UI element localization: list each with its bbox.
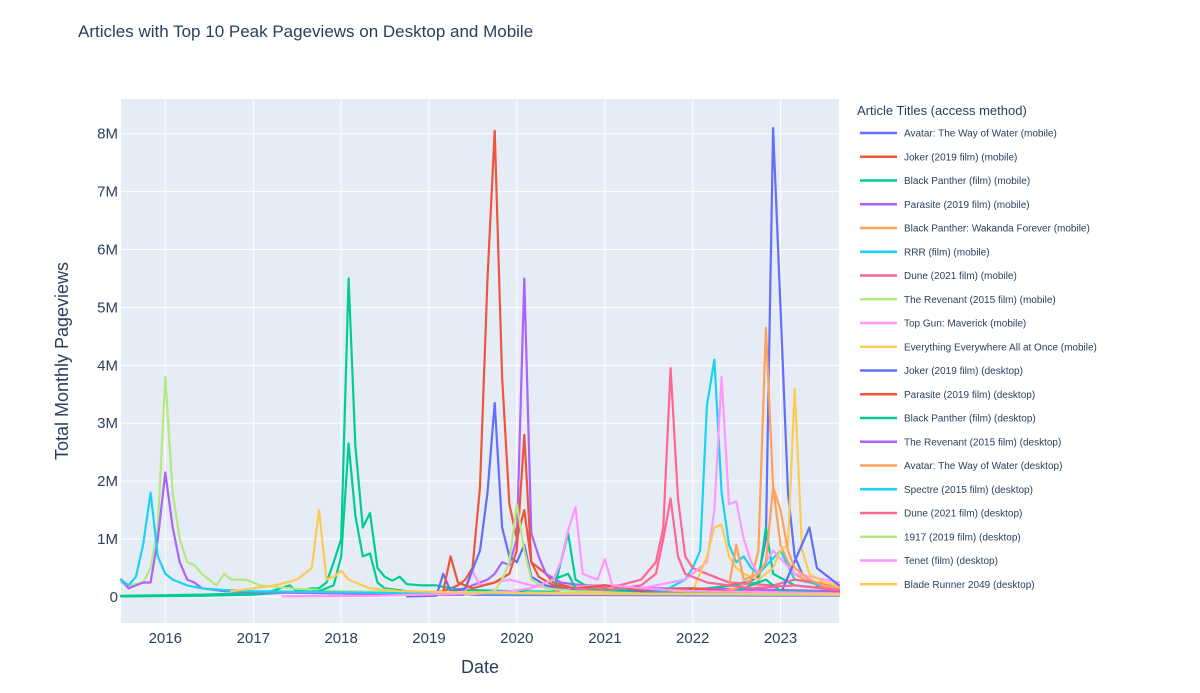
series-lines [119, 126, 841, 598]
x-tick-label: 2016 [149, 630, 182, 647]
series-line-8 [464, 375, 841, 593]
y-tick-label: 2M [97, 473, 118, 490]
series-line-19 [230, 509, 841, 596]
legend-item-label[interactable]: Parasite (2019 film) (mobile) [904, 200, 1030, 211]
series-line-11 [427, 433, 841, 596]
y-axis-ticks: 0 1M 2M 3M 4M 5M 6M 7M 8M [97, 126, 118, 606]
y-tick-label: 6M [97, 242, 118, 259]
x-tick-label: 2021 [588, 630, 621, 647]
legend-item-label[interactable]: Avatar: The Way of Water (desktop) [904, 461, 1062, 472]
y-tick-label: 0 [110, 589, 118, 606]
legend-item-label[interactable]: Black Panther: Wakanda Forever (mobile) [904, 224, 1090, 235]
legend-item-label[interactable]: Dune (2021 film) (mobile) [904, 271, 1017, 282]
plot-area [121, 99, 839, 623]
x-tick-label: 2017 [237, 630, 270, 647]
series-line-16 [574, 497, 841, 593]
x-tick-label: 2020 [500, 630, 533, 647]
legend-item-label[interactable]: Black Panther (film) (desktop) [904, 414, 1036, 425]
legend-item-label[interactable]: Joker (2019 film) (desktop) [904, 366, 1023, 377]
y-tick-label: 4M [97, 357, 118, 374]
legend-item-label[interactable]: Everything Everywhere All at Once (mobil… [904, 342, 1097, 353]
legend-item-label[interactable]: Spectre (2015 film) (desktop) [904, 485, 1033, 496]
series-line-13 [119, 471, 841, 597]
legend-item-label[interactable]: Top Gun: Maverick (mobile) [904, 319, 1026, 330]
y-axis-title: Total Monthly Pageviews [52, 262, 72, 460]
x-axis-ticks: 2016 2017 2018 2019 2020 2021 2022 2023 [149, 630, 798, 647]
series-line-14 [727, 485, 841, 590]
legend-item-label[interactable]: RRR (film) (mobile) [904, 247, 990, 258]
legend-item-label[interactable]: Dune (2021 film) (desktop) [904, 509, 1022, 520]
legend-item-label[interactable]: The Revenant (2015 film) (desktop) [904, 437, 1061, 448]
x-axis-title: Date [461, 657, 499, 677]
y-tick-label: 5M [97, 299, 118, 316]
y-tick-label: 8M [97, 126, 118, 143]
legend-item-label[interactable]: The Revenant (2015 film) (mobile) [904, 295, 1056, 306]
x-tick-label: 2018 [324, 630, 357, 647]
chart-title: Articles with Top 10 Peak Pageviews on D… [78, 22, 533, 41]
legend: Avatar: The Way of Water (mobile) Joker (… [860, 129, 1097, 591]
y-tick-label: 1M [97, 531, 118, 548]
x-tick-label: 2022 [676, 630, 709, 647]
x-tick-label: 2023 [764, 630, 797, 647]
legend-item-label[interactable]: Tenet (film) (desktop) [904, 556, 998, 567]
legend-item-label[interactable]: Black Panther (film) (mobile) [904, 176, 1030, 187]
legend-title: Article Titles (access method) [857, 103, 1027, 118]
legend-item-label[interactable]: Avatar: The Way of Water (mobile) [904, 129, 1057, 140]
legend-item-label[interactable]: 1917 (2019 film) (desktop) [904, 532, 1021, 543]
y-tick-label: 7M [97, 184, 118, 201]
legend-item-label[interactable]: Joker (2019 film) (mobile) [904, 152, 1017, 163]
series-line-5 [603, 358, 841, 596]
legend-item-label[interactable]: Parasite (2019 film) (desktop) [904, 390, 1035, 401]
series-line-9 [640, 387, 841, 596]
legend-item-label[interactable]: Blade Runner 2049 (desktop) [904, 580, 1035, 591]
x-tick-label: 2019 [412, 630, 445, 647]
y-tick-label: 3M [97, 415, 118, 432]
